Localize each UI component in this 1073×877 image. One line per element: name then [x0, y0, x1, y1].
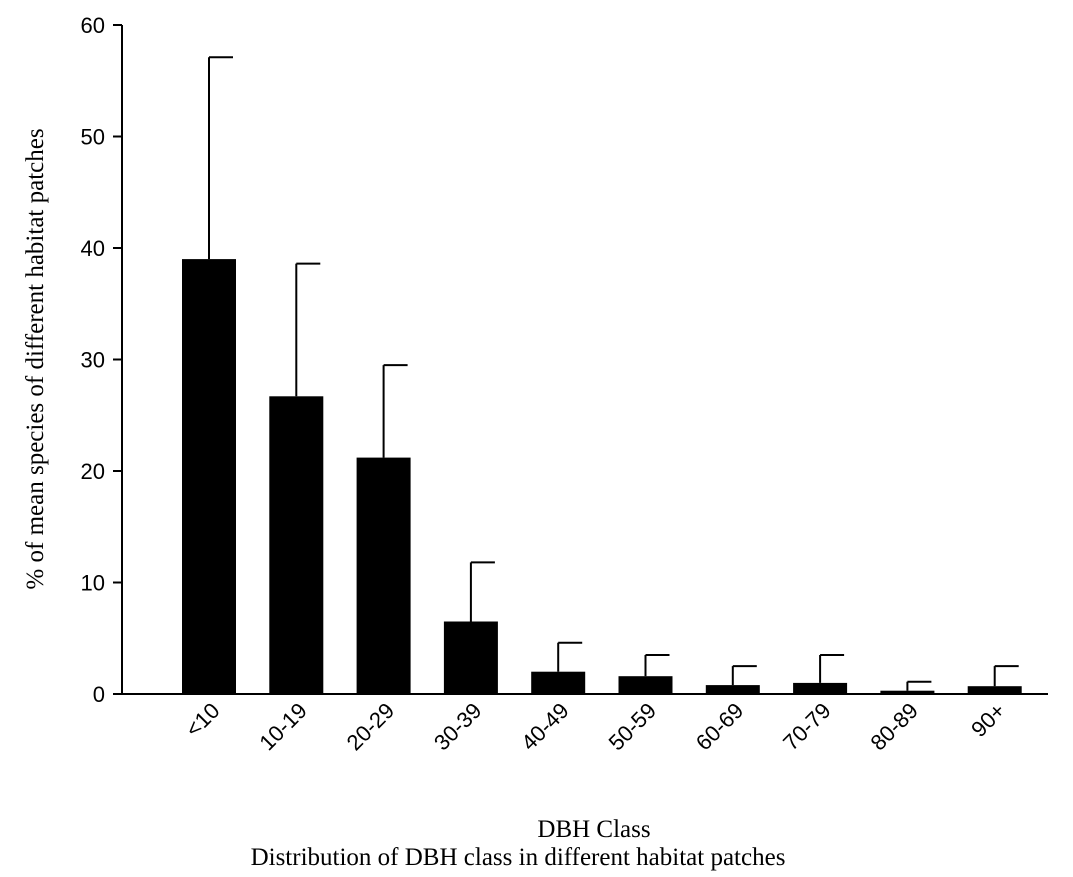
- x-tick-label: 90+: [966, 698, 1010, 742]
- x-axis-title: DBH Class: [537, 816, 650, 843]
- bar: [531, 671, 586, 694]
- figure-caption: Distribution of DBH class in different h…: [251, 844, 786, 871]
- y-tick-label: 60: [81, 13, 105, 38]
- y-axis-title: % of mean species of different habitat p…: [22, 128, 49, 589]
- y-tick-label: 20: [81, 459, 105, 484]
- bar: [618, 676, 673, 694]
- bar: [793, 682, 848, 694]
- bars-layer: [182, 259, 1022, 694]
- x-tick-label: 50-59: [604, 698, 661, 755]
- y-tick-label: 50: [81, 125, 105, 150]
- x-tick-label: 10-19: [254, 698, 311, 755]
- bar: [967, 686, 1022, 694]
- y-tick-label: 40: [81, 236, 105, 261]
- bar: [182, 259, 236, 694]
- x-tick-label: 60-69: [691, 698, 748, 755]
- bar: [356, 457, 411, 694]
- axes-layer: [121, 25, 1048, 695]
- error-bars-layer: [208, 56, 1019, 691]
- y-tick-label: 30: [81, 348, 105, 373]
- x-tick-label: <10: [180, 698, 224, 742]
- bar: [880, 690, 935, 694]
- bar: [443, 621, 498, 694]
- bar: [269, 396, 324, 694]
- y-ticks-layer: 0 10 20 30 40 50 60: [81, 13, 122, 707]
- x-tick-label: 20-29: [342, 698, 399, 755]
- x-tick-label: 40-49: [516, 698, 573, 755]
- y-tick-label: 0: [93, 682, 105, 707]
- x-tick-label: 80-89: [865, 698, 922, 755]
- x-tick-labels-layer: <10 10-19 20-29 30-39 40-49 50-59 60-69 70-79 80…: [180, 698, 1010, 755]
- y-tick-label: 10: [81, 571, 105, 596]
- x-tick-label: 70-79: [778, 698, 835, 755]
- bar: [705, 685, 760, 694]
- x-tick-label: 30-39: [429, 698, 486, 755]
